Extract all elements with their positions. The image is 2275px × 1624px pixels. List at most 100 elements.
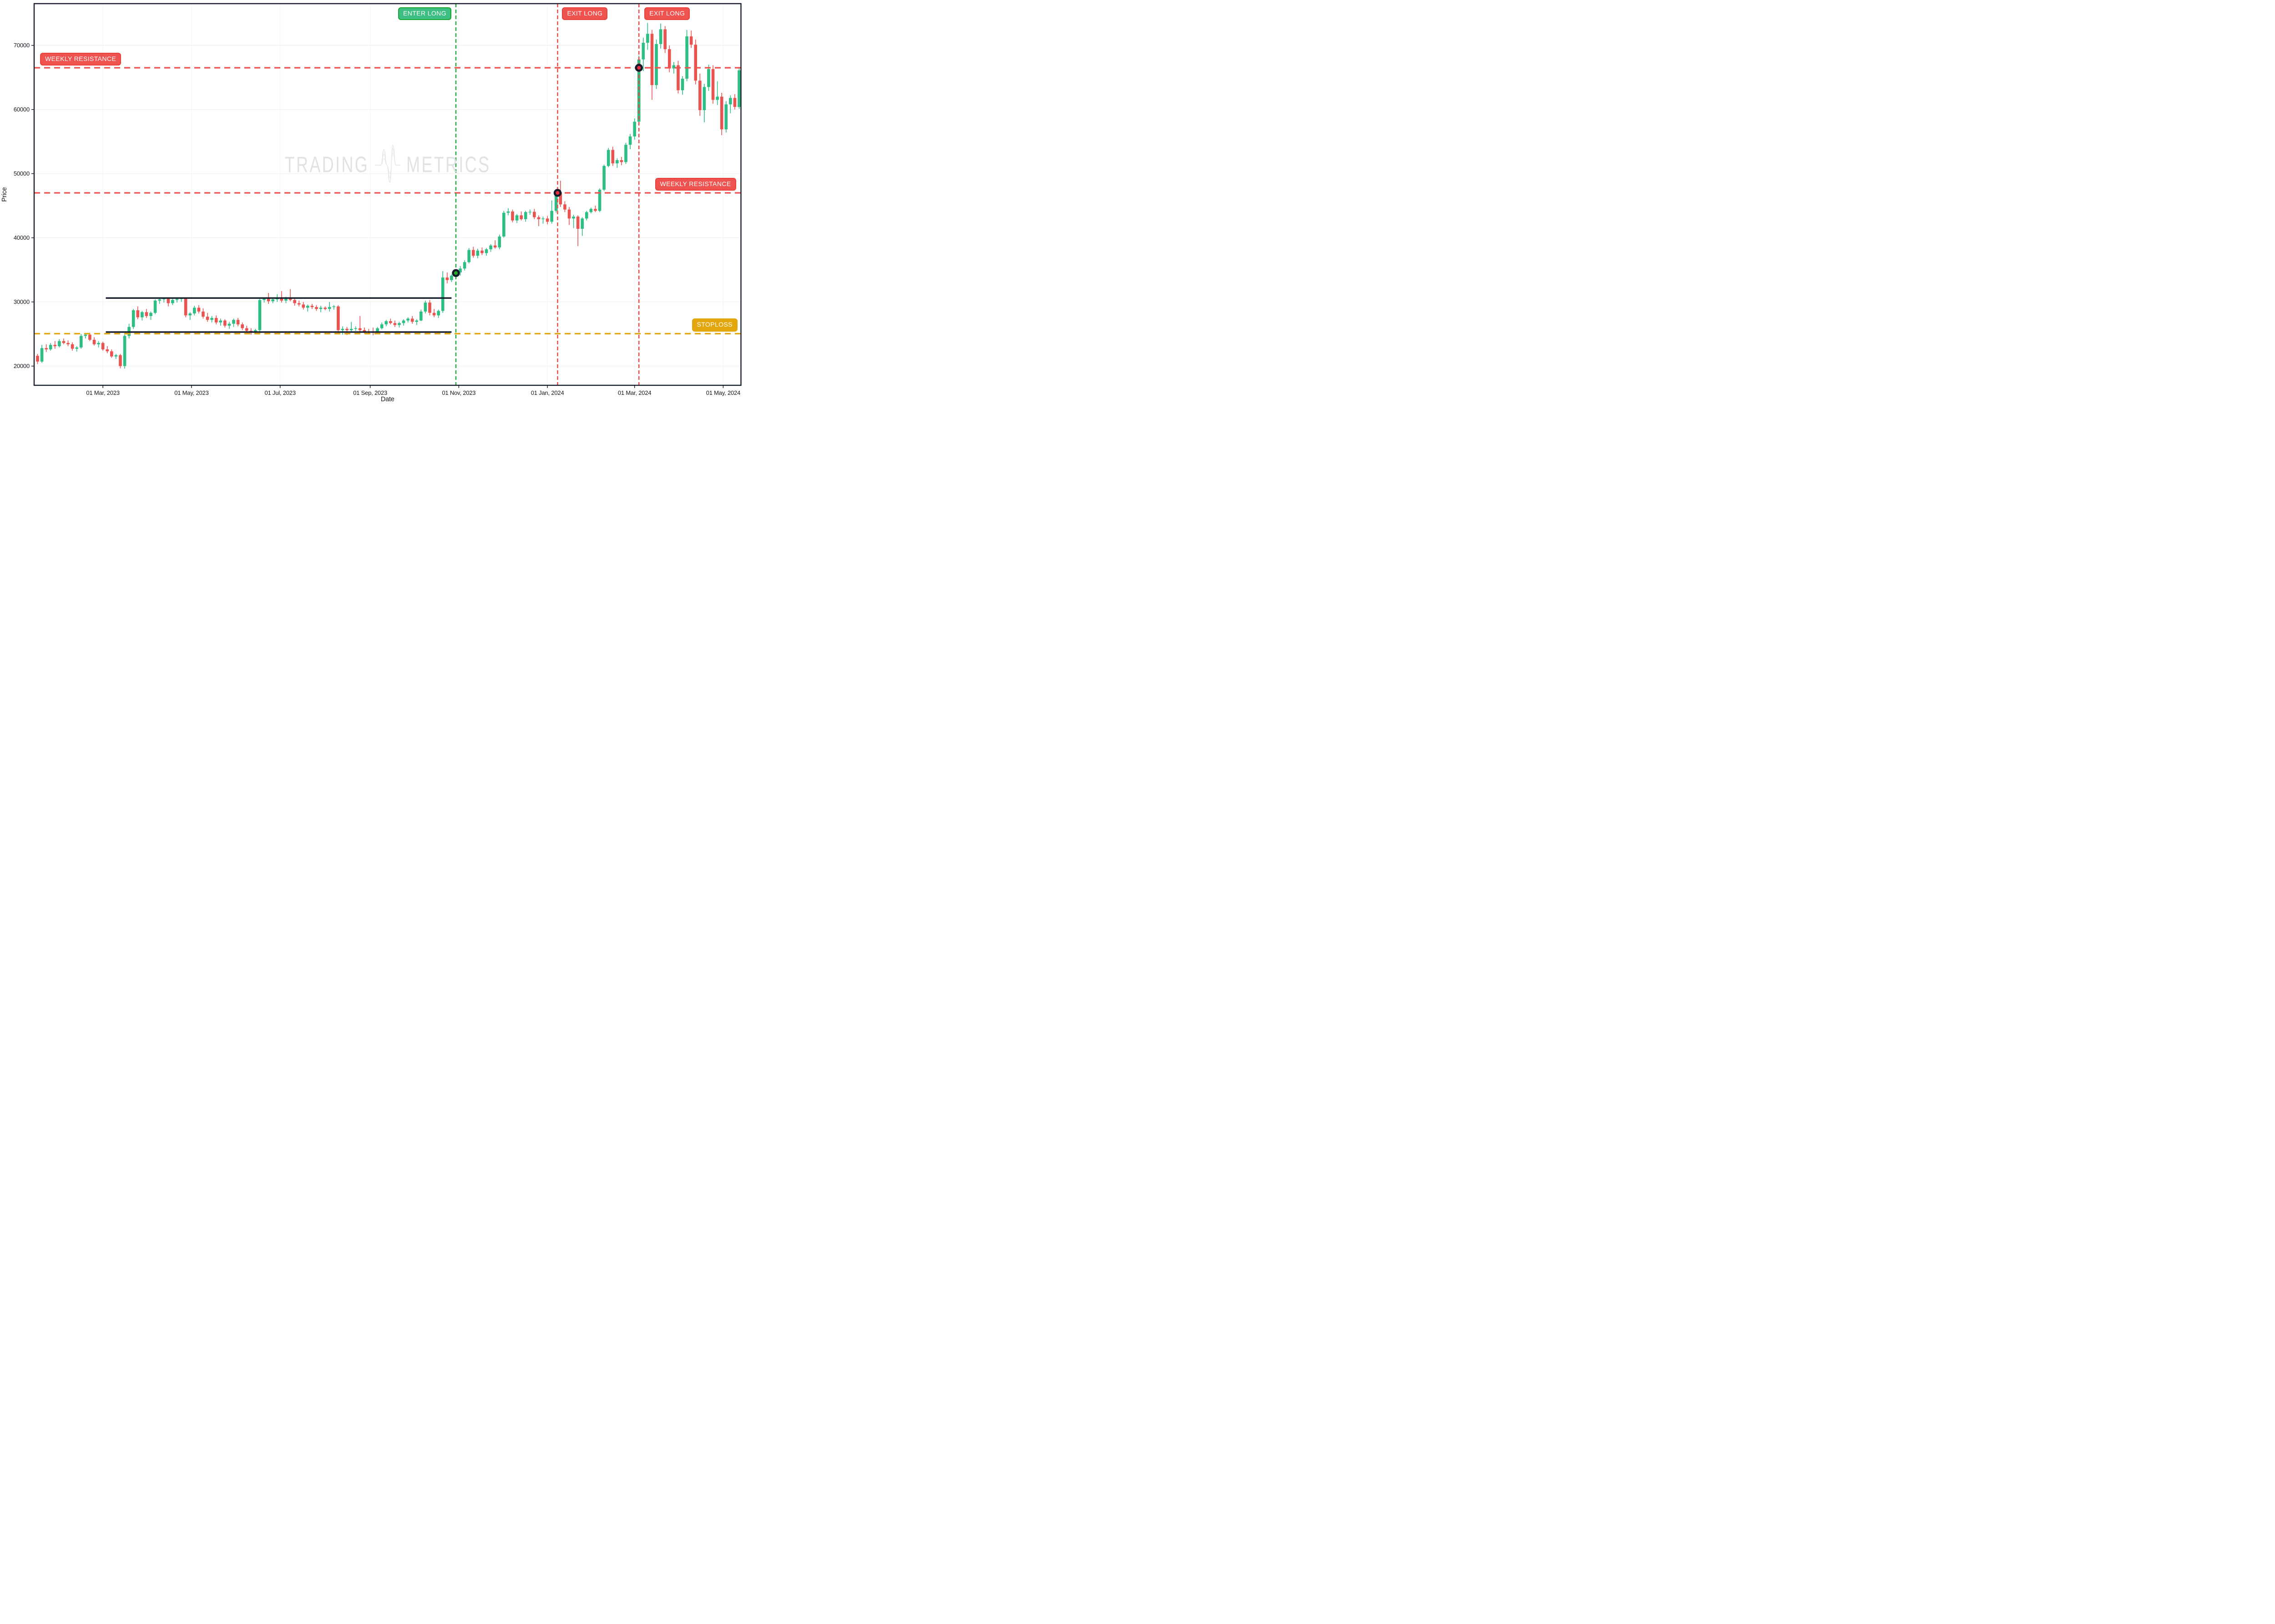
candle-body: [441, 277, 445, 311]
candle-body: [45, 348, 48, 350]
candle-body: [131, 310, 135, 327]
candle-body: [263, 298, 266, 300]
candle-body: [53, 345, 57, 346]
candle-body: [711, 69, 715, 100]
y-axis-title: Price: [1, 187, 8, 202]
candle-body: [223, 320, 227, 326]
candle-body: [467, 250, 471, 262]
candle-body: [572, 217, 575, 219]
candle-body: [738, 70, 741, 107]
exit_marker_2: [635, 64, 643, 72]
x-tick-label: 01 Jan, 2024: [531, 389, 564, 396]
candle-body: [498, 236, 501, 247]
plot-border: [33, 3, 742, 386]
candle-body: [58, 341, 61, 346]
y-tick-label: 50000: [14, 170, 30, 177]
candle-body: [389, 321, 392, 323]
candle-body: [84, 334, 87, 336]
candle-body: [463, 262, 466, 269]
candle-body: [655, 44, 658, 86]
candle-body: [554, 192, 558, 211]
candle-body: [646, 34, 649, 43]
candle-body: [607, 150, 610, 166]
candle-body: [293, 300, 296, 303]
candle-body: [480, 250, 484, 253]
candle-body: [288, 298, 292, 300]
candle-body: [489, 245, 492, 250]
candle-body: [659, 29, 662, 44]
candle-body: [202, 311, 205, 317]
candle-body: [384, 321, 388, 325]
candle-body: [677, 65, 680, 91]
entry_marker: [452, 269, 460, 277]
candle-body: [175, 299, 179, 300]
candle-body: [585, 212, 588, 219]
candle-body: [97, 343, 100, 344]
y-tick-label: 20000: [14, 363, 30, 369]
candle-body: [302, 304, 305, 308]
candlestick-plot[interactable]: 01 Mar, 2023 01 May, 2023 01 Jul, 2023 01 S…: [0, 0, 746, 406]
candle-body: [114, 355, 118, 357]
candle-body: [376, 328, 379, 333]
candle-body: [193, 308, 196, 314]
candle-body: [197, 308, 201, 312]
candle-body: [258, 300, 262, 330]
candle-body: [236, 320, 240, 325]
candle-body: [380, 324, 384, 328]
candle-body: [707, 69, 710, 87]
candle-body: [476, 250, 480, 256]
candle-body: [393, 323, 397, 325]
candle-body: [703, 87, 706, 111]
candle-body: [515, 215, 519, 221]
candle-body: [341, 328, 344, 330]
weekly-resistance-label-2: WEEKLY RESISTANCE: [655, 177, 736, 191]
candle-body: [733, 98, 737, 107]
candle-body: [145, 312, 148, 316]
candle-body: [642, 43, 645, 60]
candle-body: [689, 36, 693, 45]
candle-body: [219, 320, 222, 323]
candle-body: [123, 336, 126, 366]
candle-body: [420, 311, 423, 321]
candle-body: [71, 344, 74, 349]
candle-body: [324, 308, 327, 309]
candle-body: [232, 320, 235, 324]
candle-body: [101, 343, 105, 350]
candle-body: [667, 49, 671, 69]
candle-body: [428, 303, 431, 313]
x-axis-title: Date: [381, 396, 394, 403]
candle-body: [214, 318, 218, 323]
candle-body: [36, 356, 39, 362]
candle-body: [685, 36, 688, 79]
candle-body: [328, 307, 331, 309]
candle-body: [445, 277, 449, 280]
y-tick-label: 30000: [14, 298, 30, 305]
candle-body: [520, 215, 523, 219]
candle-body: [402, 320, 405, 323]
candle-body: [228, 323, 231, 326]
candle-body: [567, 209, 571, 219]
candle-body: [406, 318, 410, 321]
candle-body: [40, 348, 44, 362]
candle-body: [188, 313, 192, 316]
candle-body: [594, 209, 597, 211]
candle-body: [724, 104, 728, 130]
candle-body: [559, 192, 562, 205]
candle-body: [550, 211, 553, 222]
candle-body: [254, 330, 257, 332]
candle-body: [358, 328, 362, 330]
weekly-resistance-label-1: WEEKLY RESISTANCE: [40, 53, 121, 66]
candle-body: [546, 218, 549, 222]
candle-body: [537, 217, 541, 219]
candle-body: [206, 317, 209, 320]
candle-body: [280, 298, 283, 301]
candle-body: [511, 211, 514, 221]
candle-body: [337, 306, 340, 330]
candle-body: [149, 313, 152, 316]
candle-body: [698, 81, 702, 111]
trading-chart[interactable]: 01 Mar, 2023 01 May, 2023 01 Jul, 2023 01 S…: [0, 0, 746, 406]
candle-body: [616, 160, 619, 164]
candle-body: [158, 299, 161, 301]
x-tick-label: 01 Nov, 2023: [442, 389, 475, 396]
candle-body: [624, 145, 627, 162]
